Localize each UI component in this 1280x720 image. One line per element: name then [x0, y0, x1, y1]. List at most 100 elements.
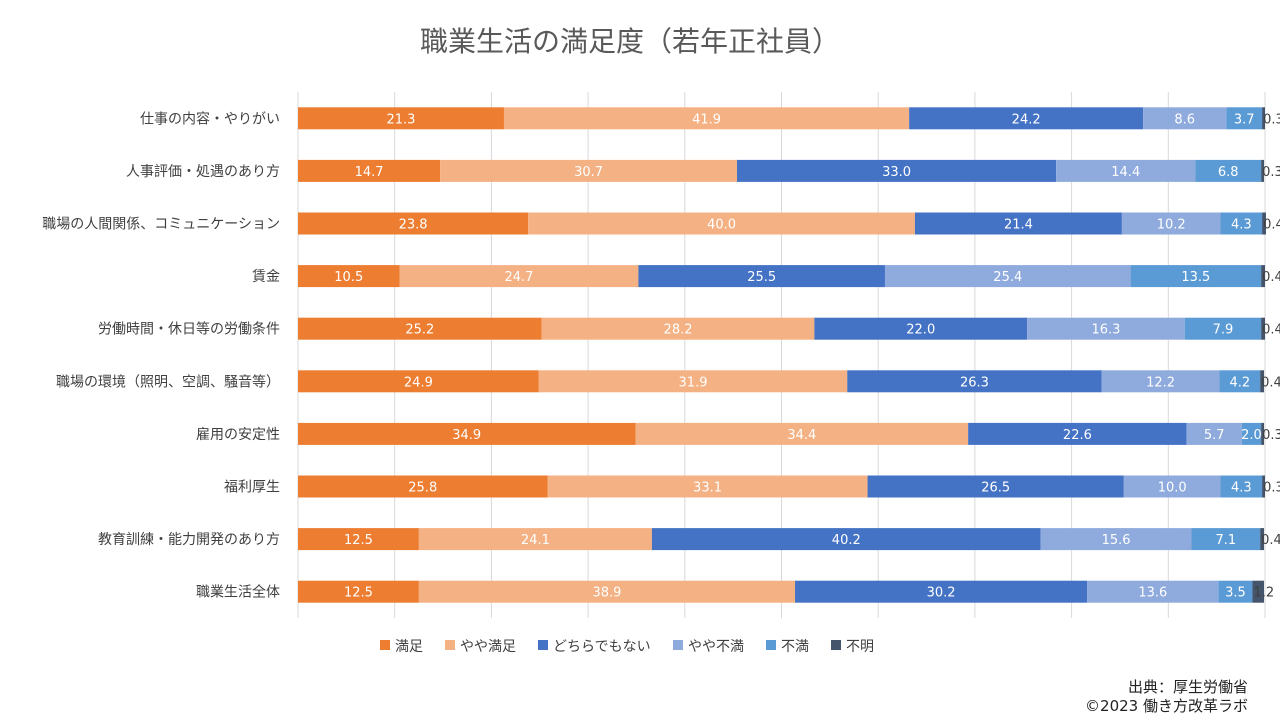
data-label: 10.2: [1157, 218, 1186, 233]
data-label: 31.9: [679, 375, 708, 390]
data-label: 25.4: [993, 270, 1022, 285]
data-label: 34.9: [452, 428, 481, 443]
category-label: 教育訓練・能力開発のあり方: [98, 532, 280, 548]
data-label: 0.4: [1262, 323, 1280, 338]
bar-segment: [1191, 528, 1261, 551]
data-label: 12.5: [344, 586, 373, 601]
data-label: 0.3: [1262, 428, 1280, 443]
bar-segment: [298, 159, 441, 182]
data-label: 12.2: [1146, 375, 1175, 390]
data-label: 3.7: [1234, 112, 1255, 127]
bar-segment: [1261, 265, 1265, 288]
data-label: 24.7: [504, 270, 533, 285]
bar-segment: [418, 580, 796, 603]
data-label: 4.2: [1230, 375, 1251, 390]
bar-segment: [1261, 422, 1265, 445]
legend-label: どちらでもない: [553, 639, 651, 655]
data-label: 25.2: [405, 323, 434, 338]
data-label: 0.4: [1262, 270, 1280, 285]
bar-segment: [1130, 265, 1262, 288]
data-label: 5.7: [1204, 428, 1225, 443]
bar-segment: [503, 107, 910, 130]
legend-label: 不明: [846, 639, 874, 655]
data-label: 6.8: [1218, 165, 1239, 180]
bar-segment: [1121, 212, 1221, 235]
bar-segment: [298, 528, 419, 551]
data-label: 10.5: [334, 270, 363, 285]
data-label: 1.2: [1253, 586, 1274, 601]
bar-segment: [1040, 528, 1192, 551]
bar-segment: [1252, 580, 1265, 603]
bar-segment: [909, 107, 1144, 130]
bar-segment: [737, 159, 1057, 182]
bar-segment: [1262, 212, 1266, 235]
data-label: 0.3: [1263, 112, 1280, 127]
legend-swatch: [445, 640, 455, 650]
bar-segment: [547, 475, 868, 498]
data-label: 33.0: [882, 165, 911, 180]
bar-segment: [298, 370, 539, 393]
category-label: 職場の人間関係、コミュニケーション: [42, 217, 280, 233]
data-label: 34.4: [787, 428, 816, 443]
data-label: 7.9: [1213, 323, 1234, 338]
data-label: 24.9: [404, 375, 433, 390]
bar-segment: [418, 528, 652, 551]
bar-segment: [635, 422, 969, 445]
category-label: 人事評価・処遇のあり方: [126, 164, 280, 180]
bar-segment: [814, 317, 1028, 340]
data-label: 15.6: [1102, 533, 1131, 548]
data-label: 24.2: [1012, 112, 1041, 127]
legend-label: 満足: [395, 639, 423, 655]
category-label: 仕事の内容・やりがい: [140, 110, 280, 127]
bar-segment: [795, 580, 1088, 603]
legend-label: 不満: [781, 639, 809, 655]
legend-swatch: [673, 640, 683, 650]
category-label: 労働時間・休日等の労働条件: [98, 321, 280, 338]
data-label: 0.4: [1261, 533, 1280, 548]
bar-segment: [1261, 159, 1265, 182]
category-label: 福利厚生: [224, 480, 280, 496]
bar-segment: [1220, 212, 1263, 235]
legend-swatch: [831, 640, 841, 650]
bar-segment: [914, 212, 1122, 235]
legend-label: やや満足: [460, 639, 516, 655]
bar-segment: [298, 212, 529, 235]
legend-label: やや不満: [688, 639, 744, 655]
category-label: 雇用の安定性: [196, 426, 280, 443]
data-label: 0.3: [1263, 481, 1280, 496]
chart-title: 職業生活の満足度（若年正社員）: [419, 25, 840, 58]
bar-segment: [1101, 370, 1220, 393]
bar-segment: [298, 475, 548, 498]
data-label: 7.1: [1215, 533, 1236, 548]
data-label: 25.8: [408, 481, 437, 496]
data-label: 38.9: [592, 586, 621, 601]
bar-segment: [638, 265, 885, 288]
data-label: 41.9: [692, 112, 721, 127]
data-label: 40.2: [832, 533, 861, 548]
bar-segment: [1195, 159, 1262, 182]
data-label: 22.0: [906, 323, 935, 338]
data-label: 12.5: [344, 533, 373, 548]
bar-segment: [298, 580, 419, 603]
bar-segment: [528, 212, 915, 235]
data-label: 14.7: [355, 165, 384, 180]
category-label: 賃金: [252, 269, 280, 285]
bar-segment: [538, 370, 848, 393]
data-label: 22.6: [1063, 428, 1092, 443]
data-label: 3.5: [1225, 586, 1246, 601]
bar-segment: [298, 422, 636, 445]
data-label: 16.3: [1091, 323, 1120, 338]
data-label: 40.0: [707, 218, 736, 233]
bar-segment: [440, 159, 738, 182]
data-label: 21.3: [387, 112, 416, 127]
data-label: 0.4: [1261, 375, 1280, 390]
bar-segment: [1262, 475, 1265, 498]
data-label: 14.4: [1111, 165, 1140, 180]
legend-swatch: [380, 640, 390, 650]
bar-segment: [1220, 475, 1263, 498]
source-note: 出典：厚生労働省: [1127, 678, 1248, 696]
bar-segment: [1261, 317, 1265, 340]
data-label: 0.3: [1262, 165, 1280, 180]
bar-segment: [298, 265, 400, 288]
data-label: 13.6: [1138, 586, 1167, 601]
